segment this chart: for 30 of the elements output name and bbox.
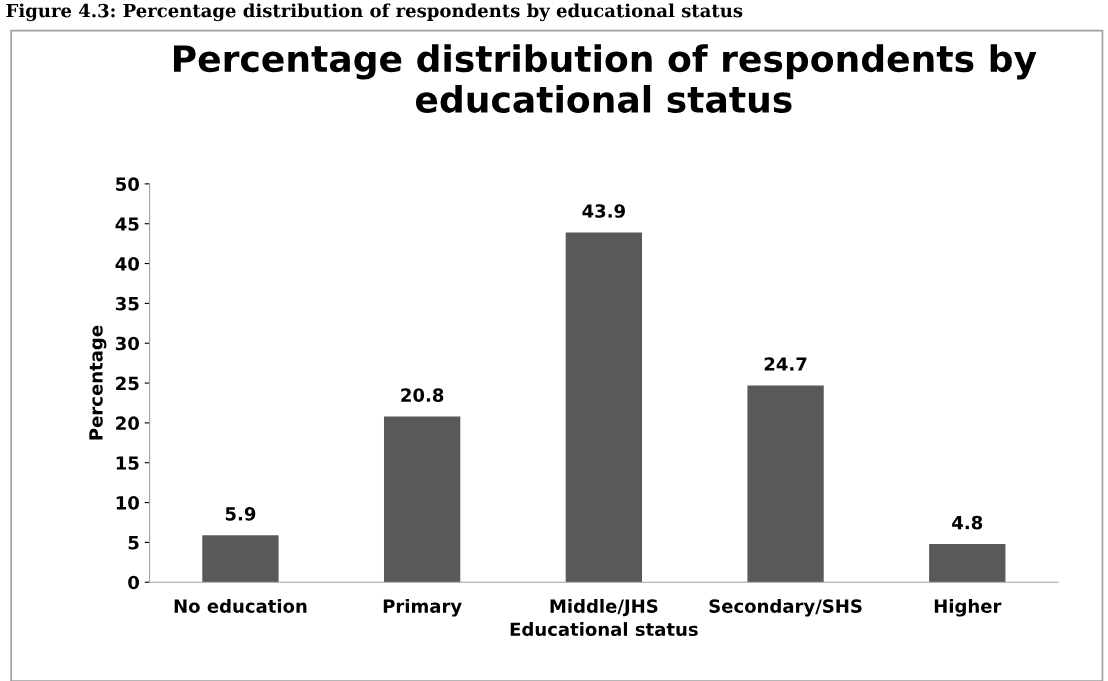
y-tick-label: 50: [116, 177, 139, 191]
x-tick-label: Primary: [383, 598, 462, 617]
caption: Figure 4.3: Percentage distribution of respondents by educational status: [6, 3, 743, 22]
y-tick-label: 20: [116, 416, 139, 431]
data-label: 43.9: [582, 204, 625, 218]
x-tick-label: No education: [174, 598, 307, 613]
y-tick-label: 5: [128, 536, 139, 550]
bar: [383, 416, 461, 583]
bar: [929, 544, 1006, 583]
y-tick-label: 15: [116, 456, 139, 470]
x-tick-label: Higher: [934, 598, 1002, 617]
chart-title: Percentage distribution of respondents by educational status: [173, 44, 1037, 113]
x-axis-title: Educational status: [510, 622, 698, 637]
bar: [565, 232, 643, 583]
data-label: 4.8: [952, 515, 983, 530]
data-label: 24.7: [764, 357, 807, 371]
y-tick-label: 35: [115, 296, 139, 311]
y-tick-label: 45: [115, 217, 139, 231]
bar: [202, 535, 279, 583]
y-tick-label: 40: [115, 257, 139, 271]
y-tick-label: 25: [116, 376, 139, 391]
data-label: 20.8: [401, 388, 444, 402]
x-tick-label: Middle/JHS: [550, 598, 658, 617]
x-tick-label: Secondary/SHS: [709, 598, 862, 617]
data-label: 5.9: [225, 507, 256, 521]
bar: [747, 385, 824, 583]
y-tick-label: 0: [128, 575, 139, 590]
y-tick-label: 10: [116, 496, 139, 510]
y-tick-label: 30: [115, 336, 139, 351]
y-axis-title: Percentage: [89, 325, 107, 440]
